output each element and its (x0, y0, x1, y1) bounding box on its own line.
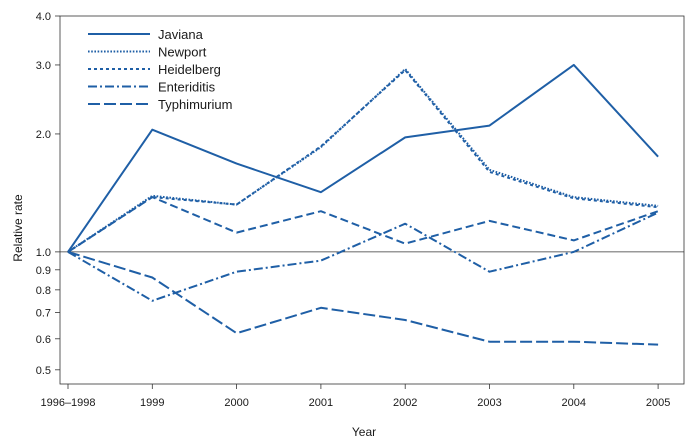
series-line-heidelberg (67, 69, 659, 253)
legend-label: Newport (158, 45, 207, 60)
y-tick-label: 0.9 (36, 265, 51, 277)
y-tick-label: 3.0 (36, 60, 51, 72)
series-line-unlabeled (67, 196, 659, 253)
series-line-newport (67, 68, 659, 253)
y-tick-label: 1.0 (36, 247, 51, 259)
y-tick-label: 0.5 (36, 365, 51, 377)
legend-label: Typhimurium (158, 97, 232, 112)
legend-label: Enteriditis (158, 80, 216, 95)
legend-label: Heidelberg (158, 62, 221, 77)
x-tick-label: 2001 (309, 397, 333, 409)
x-tick-label: 2000 (224, 397, 248, 409)
y-tick-label: 0.7 (36, 308, 51, 320)
series-line-javiana (67, 63, 659, 253)
x-tick-label: 2003 (477, 397, 501, 409)
y-axis-title: Relative rate (11, 194, 25, 262)
x-tick-label: 2002 (393, 397, 417, 409)
x-tick-label: 1999 (140, 397, 164, 409)
legend: Javiana Newport Heidelberg Enteriditis Typhi… (88, 27, 232, 112)
series-line-enteriditis (67, 211, 659, 302)
plot-frame (59, 15, 685, 385)
axes: 0.5 0.6 0.7 0.8 0.9 1.0 2.0 3.0 4.0 1996–1998 1999… (36, 11, 685, 409)
y-tick-label: 4.0 (36, 11, 51, 23)
x-tick-label: 2004 (562, 397, 586, 409)
x-axis-title: Year (352, 425, 376, 439)
x-tick-label: 1996–1998 (40, 397, 95, 409)
series-lines (67, 63, 659, 346)
legend-label: Javiana (158, 27, 204, 42)
y-tick-label: 0.6 (36, 334, 51, 346)
series-line-typhimurium (67, 250, 659, 346)
x-tick-label: 2005 (646, 397, 670, 409)
y-tick-label: 0.8 (36, 285, 51, 297)
y-tick-label: 2.0 (36, 129, 51, 141)
